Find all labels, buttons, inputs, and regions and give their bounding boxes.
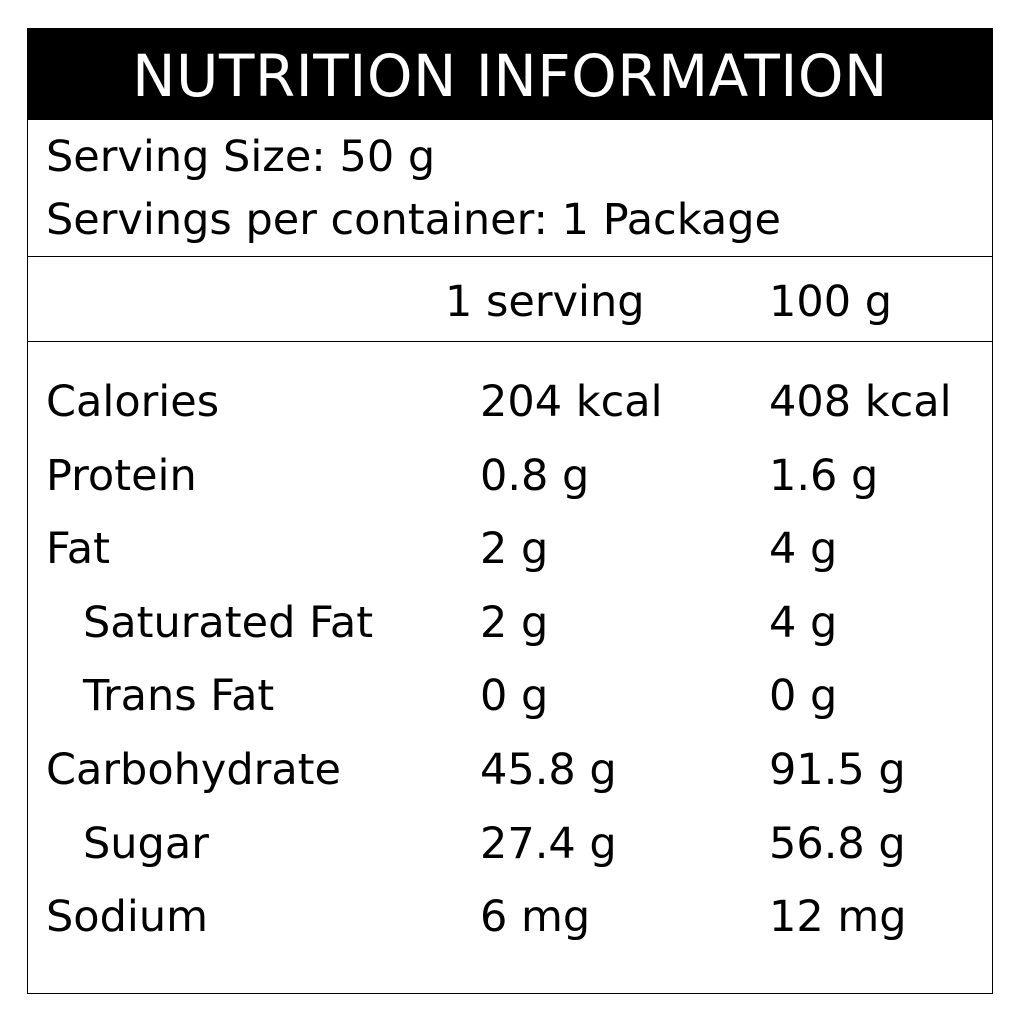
nutrient-value-per-100g: 91.5 g	[769, 744, 906, 795]
nutrient-row-calories: Calories 204 kcal 408 kcal	[28, 381, 992, 455]
label-title: NUTRITION INFORMATION	[28, 29, 992, 120]
nutrient-name: Trans Fat	[83, 671, 275, 722]
nutrient-value-per-100g: 1.6 g	[769, 450, 879, 501]
nutrient-name: Carbohydrate	[46, 744, 341, 795]
nutrient-value-per-serving: 204 kcal	[480, 377, 663, 427]
nutrient-table: Calories 204 kcal 408 kcal Protein 0.8 g…	[28, 381, 992, 970]
nutrient-value-per-serving: 0 g	[480, 671, 549, 722]
nutrient-value-per-serving: 27.4 g	[480, 818, 617, 869]
servings-per-container: Servings per container: 1 Package	[46, 195, 781, 245]
nutrient-name: Sodium	[46, 892, 208, 943]
nutrient-name: Fat	[46, 524, 110, 575]
nutrient-value-per-100g: 4 g	[769, 597, 838, 648]
nutrient-row-sugar: Sugar 27.4 g 56.8 g	[28, 818, 992, 897]
nutrient-row-carbohydrate: Carbohydrate 45.8 g 91.5 g	[28, 744, 992, 823]
nutrient-value-per-serving: 6 mg	[480, 892, 591, 943]
nutrient-value-per-100g: 56.8 g	[769, 818, 906, 869]
nutrient-row-trans-fat: Trans Fat 0 g 0 g	[28, 675, 992, 749]
nutrient-row-fat: Fat 2 g 4 g	[28, 528, 992, 602]
nutrient-value-per-100g: 408 kcal	[769, 377, 952, 427]
column-header-per-serving: 1 serving	[445, 277, 645, 327]
column-header-per-100g: 100 g	[769, 277, 893, 327]
nutrient-name: Calories	[46, 377, 220, 427]
nutrient-value-per-100g: 4 g	[769, 524, 838, 575]
nutrient-row-sodium: Sodium 6 mg 12 mg	[28, 896, 992, 970]
divider	[28, 341, 992, 342]
nutrient-name: Saturated Fat	[83, 597, 374, 648]
divider	[28, 256, 992, 257]
nutrient-value-per-100g: 0 g	[769, 671, 838, 722]
serving-size: Serving Size: 50 g	[46, 132, 436, 182]
nutrient-row-protein: Protein 0.8 g 1.6 g	[28, 450, 992, 529]
nutrient-value-per-serving: 45.8 g	[480, 744, 617, 795]
nutrition-label: NUTRITION INFORMATION Serving Size: 50 g…	[27, 28, 993, 994]
nutrient-name: Sugar	[83, 818, 209, 869]
nutrient-value-per-serving: 0.8 g	[480, 450, 590, 501]
nutrient-value-per-serving: 2 g	[480, 597, 549, 648]
nutrient-value-per-serving: 2 g	[480, 524, 549, 575]
nutrient-row-saturated-fat: Saturated Fat 2 g 4 g	[28, 597, 992, 676]
nutrient-value-per-100g: 12 mg	[769, 892, 907, 943]
nutrient-name: Protein	[46, 450, 197, 501]
